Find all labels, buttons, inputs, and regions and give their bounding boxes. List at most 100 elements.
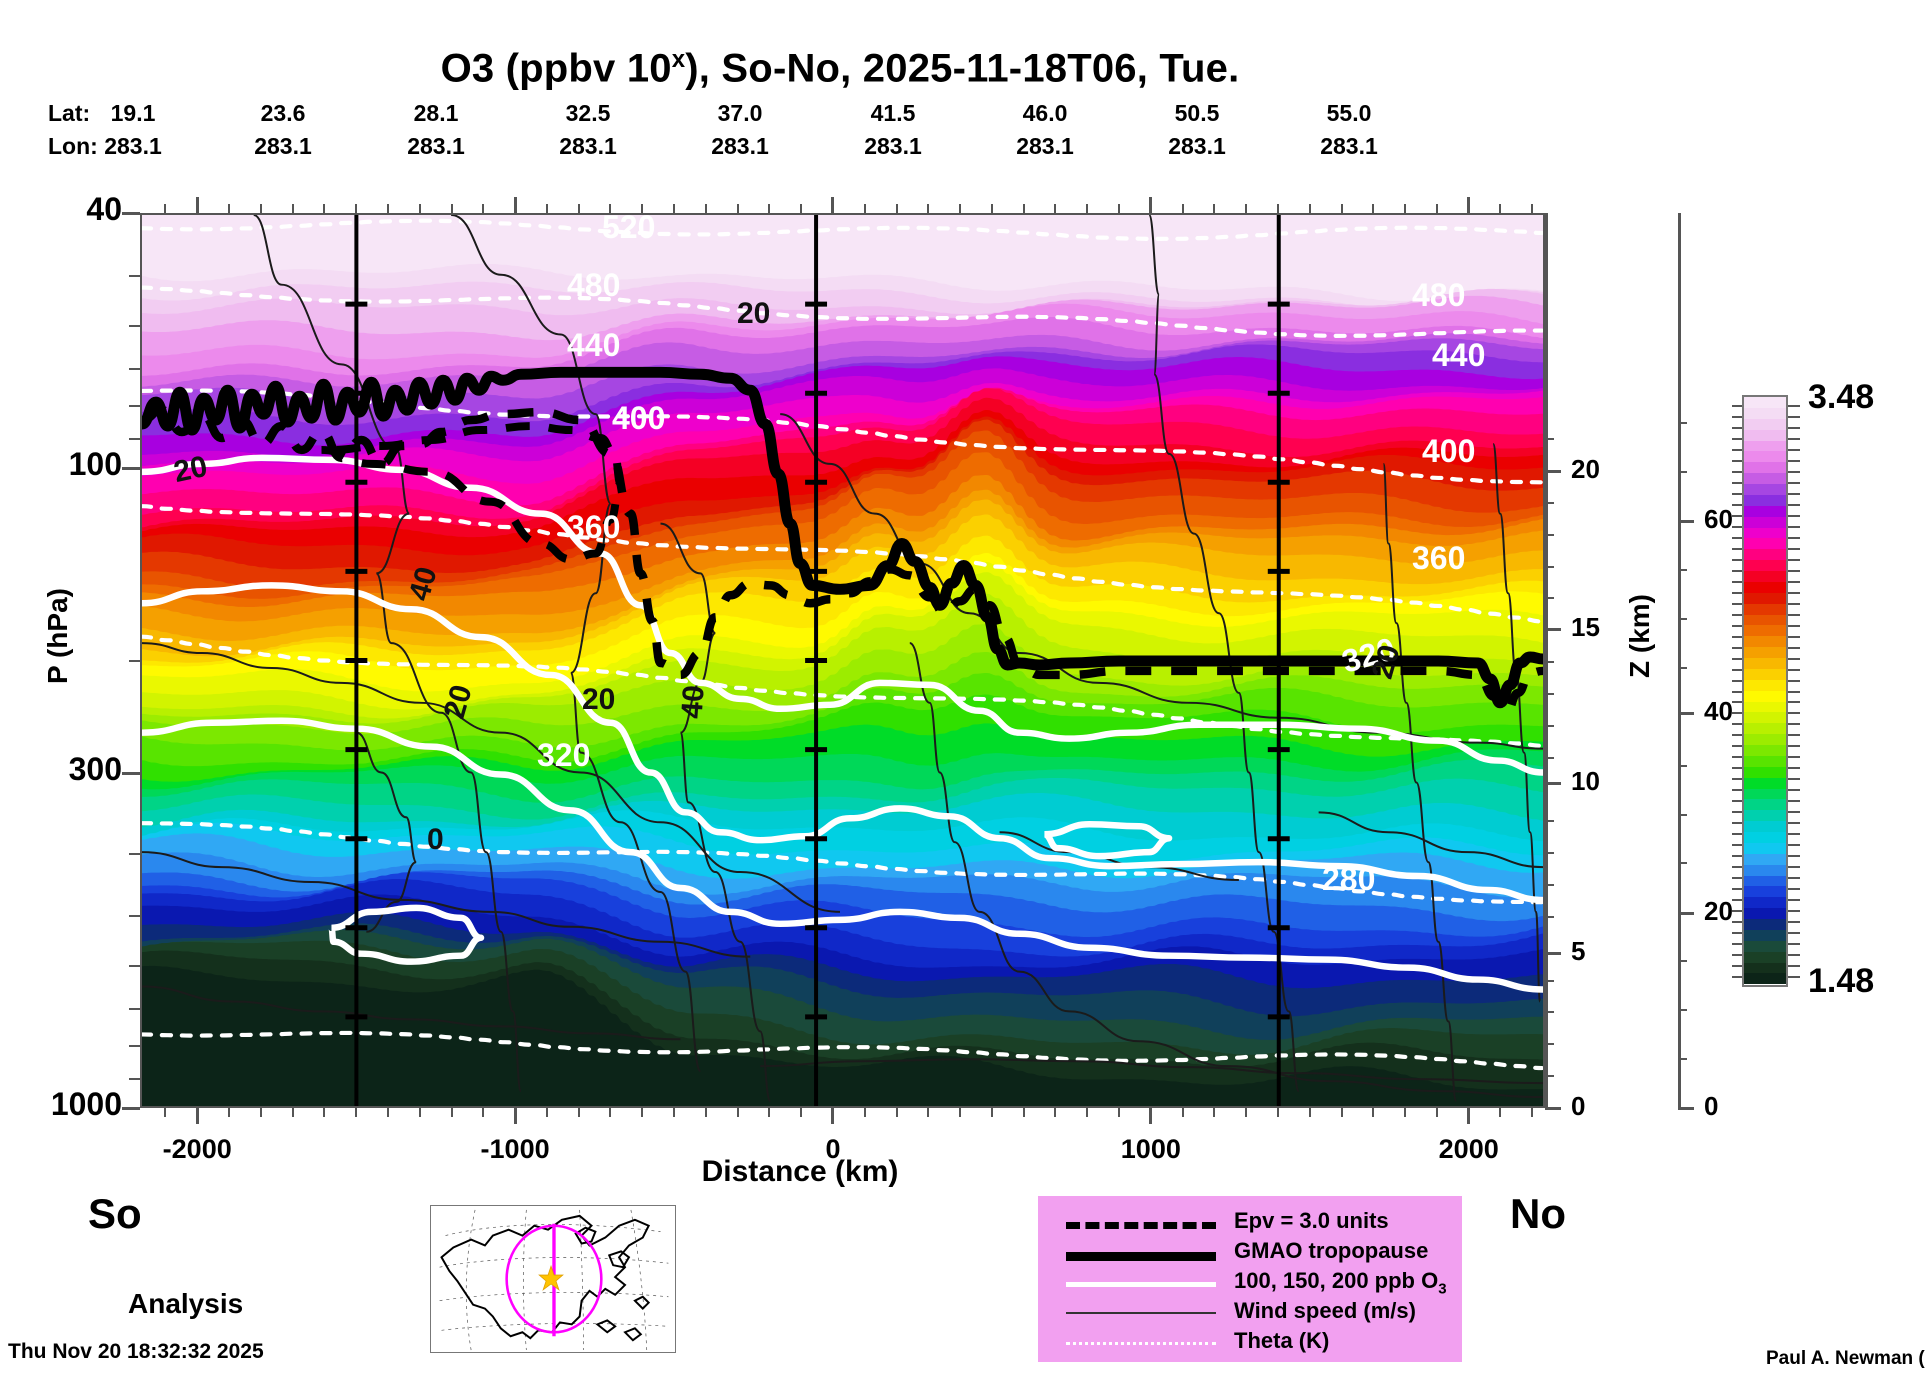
colorbar-segment: [1744, 745, 1786, 756]
x-axis-tick-label: 0: [825, 1134, 841, 1164]
colorbar-segment: [1744, 951, 1786, 963]
colorbar-segment: [1744, 625, 1786, 637]
z-km-tick-label: 20: [1571, 454, 1600, 484]
colorbar-segment: [1744, 407, 1786, 419]
colorbar-tick: [1732, 943, 1744, 945]
x-axis-minor-tick: [418, 1108, 421, 1117]
z-kft-minor-tick: [1678, 1058, 1687, 1061]
x-axis-top-tick: [609, 204, 612, 213]
x-axis-minor-tick: [291, 1108, 294, 1117]
x-axis-minor-tick: [1086, 1108, 1089, 1117]
wind-speed-contour: [1318, 811, 1543, 869]
colorbar-segment: [1744, 527, 1786, 539]
x-axis-top-tick: [1086, 204, 1089, 213]
y-axis-major-tick: [122, 1107, 140, 1110]
colorbar-tick: [1732, 515, 1744, 517]
inset-map-svg: [439, 1209, 669, 1351]
theta-contour-440: [142, 388, 1543, 485]
x-axis-minor-tick: [959, 1108, 962, 1117]
x-axis-minor-tick: [323, 1108, 326, 1117]
y-axis-minor-tick: [129, 325, 140, 328]
south-end-label: So: [88, 1190, 142, 1237]
colorbar-tick: [1788, 844, 1800, 846]
x-axis-minor-tick: [736, 1108, 739, 1117]
inset-locator-map[interactable]: [430, 1205, 676, 1353]
z-kft-tick-label: 20: [1704, 896, 1733, 926]
x-axis-top-tick: [1213, 204, 1216, 213]
x-axis-top-tick: [323, 204, 326, 213]
ozone-cross-section-plot[interactable]: 520 480 440 480 440 400 400 360 360 320 320 280 20 20…: [140, 213, 1545, 1108]
colorbar-tick: [1788, 943, 1800, 945]
theta-contour-520: [142, 218, 1543, 241]
legend-label: 100, 150, 200 ppb O3: [1234, 1268, 1447, 1298]
z-kft-major-tick: [1678, 911, 1694, 915]
colorbar-tick: [1732, 921, 1744, 923]
site-star-icon: [538, 1264, 564, 1291]
legend-item: Wind speed (m/s): [1038, 1298, 1462, 1331]
author-credit: Paul A. Newman (NASA: [1766, 1348, 1926, 1369]
y-axis-minor-tick: [129, 1078, 140, 1081]
y-axis-tick-label: 40: [86, 191, 122, 227]
wind-speed-contour: [356, 731, 418, 933]
x-axis-minor-tick: [1276, 1108, 1279, 1117]
colorbar-tick: [1732, 427, 1744, 429]
z-km-minor-tick: [1545, 1011, 1554, 1014]
colorbar-tick: [1732, 712, 1744, 714]
z-kft-minor-tick: [1678, 617, 1687, 620]
y-axis-minor-tick: [129, 437, 140, 440]
z-km-major-tick: [1545, 781, 1561, 785]
colorbar-tick: [1732, 680, 1744, 682]
y-axis-minor-tick: [129, 1008, 140, 1011]
colorbar-segment: [1744, 592, 1786, 604]
colorbar-tick: [1732, 855, 1744, 857]
colorbar-segment: [1744, 701, 1786, 713]
colorbar-tick: [1732, 745, 1744, 747]
z-kft-minor-tick: [1678, 568, 1687, 571]
y-axis-minor-tick: [129, 660, 140, 662]
colorbar-tick: [1732, 504, 1744, 506]
x-axis-minor-tick: [164, 1108, 167, 1117]
colorbar-segment: [1744, 973, 1786, 985]
x-axis-top-tick: [1340, 204, 1343, 213]
theta-contour-320: [142, 821, 1543, 905]
x-axis-top-tick: [1435, 204, 1438, 213]
x-axis-top-tick: [545, 204, 548, 213]
z-kft-minor-tick: [1678, 862, 1687, 865]
colorbar-segment: [1744, 505, 1786, 517]
x-axis-top-tick: [259, 204, 262, 213]
colorbar-tick: [1732, 581, 1744, 583]
x-axis-top-tick: [228, 204, 230, 213]
colorbar-tick: [1732, 493, 1744, 495]
colorbar-tick: [1788, 636, 1800, 638]
colorbar-segment: [1744, 897, 1786, 909]
legend-item: Theta (K): [1038, 1328, 1462, 1361]
colorbar-tick: [1732, 559, 1744, 561]
z-kft-tick-label: 0: [1704, 1091, 1719, 1121]
x-axis-minor-tick: [863, 1108, 866, 1117]
colorbar-tick: [1788, 866, 1800, 868]
colorbar-segment: [1744, 919, 1786, 930]
z-km-minor-tick: [1545, 661, 1554, 664]
ozone-ppb-contour: [1043, 821, 1173, 860]
legend-item: Epv = 3.0 units: [1038, 1208, 1462, 1241]
colorbar-segment: [1744, 734, 1786, 745]
colorbar: [1742, 395, 1788, 987]
lon-value: 283.1: [711, 133, 769, 159]
theta-contour-360: [142, 634, 1543, 748]
y-axis-title-z-km: Z (km): [1624, 594, 1655, 678]
x-axis-top-tick: [800, 204, 803, 213]
x-axis-top-tick: [1531, 204, 1534, 213]
colorbar-segment: [1744, 462, 1786, 474]
x-axis-minor-tick: [1245, 1108, 1248, 1117]
colorbar-segment: [1744, 647, 1786, 658]
x-axis-minor-tick: [355, 1108, 358, 1117]
colorbar-tick: [1732, 976, 1744, 978]
y-axis-major-tick: [122, 466, 140, 470]
colorbar-title: O3 (ppbv 10x): [1923, 458, 1926, 818]
lon-value: 283.1: [407, 133, 465, 159]
analysis-label: Analysis: [128, 1288, 244, 1319]
x-axis-minor-tick: [927, 1108, 930, 1117]
z-kft-minor-tick: [1678, 960, 1687, 963]
z-km-minor-tick: [1545, 884, 1554, 887]
colorbar-tick: [1732, 570, 1744, 572]
